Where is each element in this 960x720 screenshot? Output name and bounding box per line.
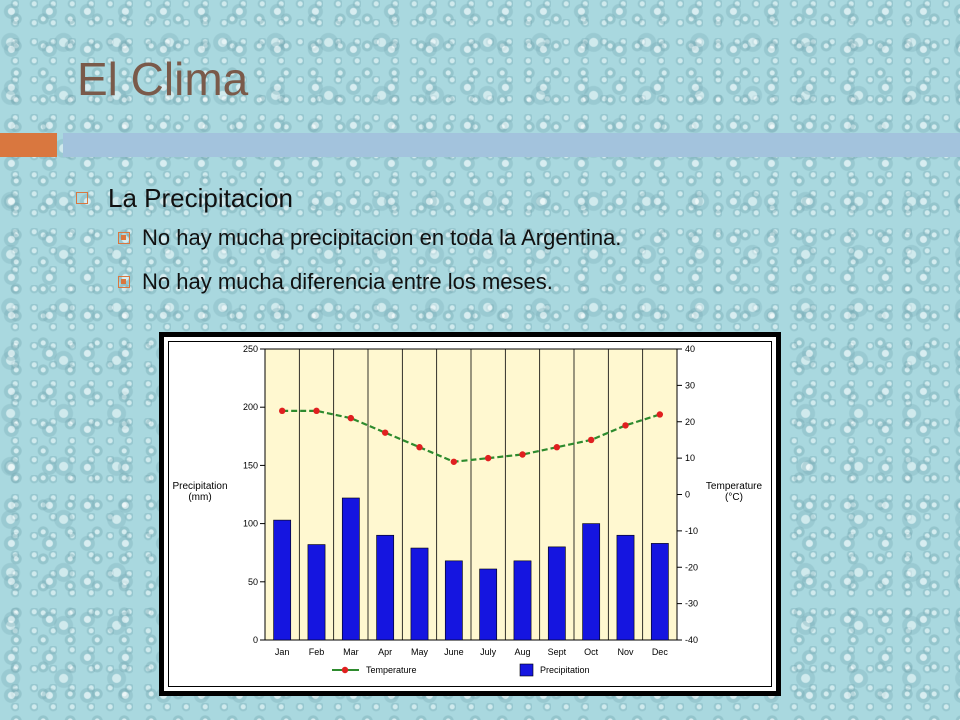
temperature-point	[450, 458, 458, 465]
precipitation-bar	[273, 519, 292, 641]
y-tick-label: 0	[253, 635, 258, 645]
legend-precipitation-label: Precipitation	[540, 665, 590, 675]
x-tick-label: Nov	[617, 647, 634, 657]
y-right-tick-label: -40	[685, 635, 698, 645]
subbullet-item: No hay mucha precipitacion en toda la Ar…	[76, 216, 621, 260]
y-right-tick-label: 30	[685, 380, 695, 390]
x-tick-label: Feb	[309, 647, 325, 657]
legend-temperature-label: Temperature	[366, 665, 417, 675]
y-right-tick-label: -30	[685, 599, 698, 609]
legend-temperature-point	[341, 666, 349, 674]
temperature-point	[347, 414, 355, 422]
x-tick-label: May	[411, 647, 429, 657]
y-axis-label: Precipitation	[172, 481, 227, 492]
bullet-item: La Precipitacion	[76, 180, 621, 216]
precipitation-bar	[479, 568, 498, 641]
temperature-point	[381, 429, 389, 436]
y-right-tick-label: -10	[685, 526, 698, 536]
filled-square-bullet-icon	[118, 276, 130, 288]
precipitation-bar	[616, 534, 635, 641]
y-right-axis-label: Temperature	[706, 481, 763, 492]
temperature-point	[519, 451, 526, 458]
x-tick-label: Sept	[548, 647, 567, 657]
filled-square-bullet-icon	[118, 232, 130, 244]
temperature-point	[484, 454, 492, 462]
precipitation-bar	[650, 543, 669, 641]
y-right-tick-label: -20	[685, 562, 698, 572]
y-tick-label: 100	[243, 519, 258, 529]
precipitation-bar	[307, 544, 326, 641]
y-axis-label: (mm)	[188, 492, 211, 503]
x-tick-label: July	[480, 647, 497, 657]
y-right-tick-label: 40	[685, 344, 695, 354]
x-tick-label: June	[444, 647, 464, 657]
y-right-tick-label: 20	[685, 417, 695, 427]
temperature-point	[622, 422, 629, 429]
y-right-axis-label: (°C)	[725, 492, 743, 503]
y-right-tick-label: 10	[685, 453, 695, 463]
precipitation-bar	[513, 560, 532, 641]
climate-chart-svg: 0 50 100 150 200 250 -40 -30 -20 -10 0 10 20 30 40 Prec…	[172, 344, 763, 677]
subbullet-text: No hay mucha precipitacion en toda la Ar…	[142, 225, 622, 250]
x-tick-label: Dec	[652, 647, 669, 657]
x-tick-label: Mar	[343, 647, 359, 657]
x-tick-label: Jan	[275, 647, 290, 657]
bullet-text: La Precipitacion	[108, 182, 293, 213]
y-tick-label: 50	[248, 577, 258, 587]
x-tick-label: Oct	[584, 647, 599, 657]
bullet-list: La Precipitacion No hay mucha precipitac…	[76, 180, 621, 304]
temperature-point	[587, 436, 595, 444]
temperature-point	[416, 444, 423, 451]
precipitation-bar	[547, 546, 566, 641]
climate-chart: 0 50 100 150 200 250 -40 -30 -20 -10 0 10 20 30 40 Prec…	[159, 332, 781, 696]
x-tick-label: Aug	[514, 647, 530, 657]
temperature-line	[282, 409, 661, 463]
y-tick-label: 150	[243, 460, 258, 470]
precipitation-bar	[410, 547, 429, 641]
y-tick-label: 200	[243, 402, 258, 412]
precipitation-bar	[582, 523, 601, 641]
square-bullet-icon	[76, 192, 88, 204]
y-right-tick-label: 0	[685, 490, 690, 500]
title-rule-accent	[0, 133, 57, 157]
temperature-point	[553, 444, 561, 451]
precipitation-bar	[376, 534, 395, 641]
title-rule	[63, 133, 960, 157]
x-tick-label: Apr	[378, 647, 392, 657]
precipitation-bar	[341, 497, 360, 641]
temperature-point	[278, 407, 286, 415]
slide-title: El Clima	[77, 53, 249, 105]
legend-precipitation-swatch	[519, 663, 534, 677]
y-tick-label: 250	[243, 344, 258, 354]
temperature-point	[656, 411, 664, 418]
subbullet-text: No hay mucha diferencia entre los meses.	[142, 269, 553, 294]
subbullet-item: No hay mucha diferencia entre los meses.	[76, 260, 621, 304]
temperature-point	[313, 407, 320, 415]
precipitation-bar	[444, 560, 463, 641]
